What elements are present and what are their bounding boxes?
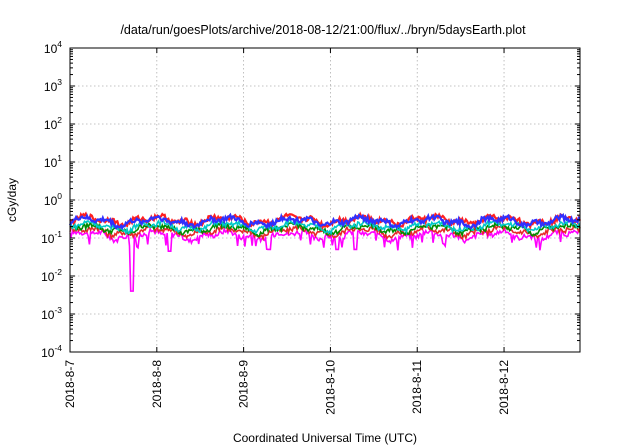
x-tick-label: 2018-8-11 xyxy=(410,360,424,414)
chart-title: /data/run/goesPlots/archive/2018-08-12/2… xyxy=(120,23,526,37)
y-tick-label: 103 xyxy=(44,77,62,94)
series-line xyxy=(69,226,581,292)
series-line xyxy=(69,211,582,231)
y-axis-ticks: 10-4 10-3 10-2 10-1 100 101 102 103 104 xyxy=(41,39,580,360)
x-tick-label: 2018-8-8 xyxy=(150,360,164,408)
y-tick-label: 104 xyxy=(44,39,62,56)
y-tick-label: 101 xyxy=(44,153,62,170)
x-tick-label: 2018-8-9 xyxy=(237,360,251,408)
y-tick-label: 10-4 xyxy=(41,343,62,360)
x-tick-label: 2018-8-10 xyxy=(323,360,337,415)
x-axis-label: Coordinated Universal Time (UTC) xyxy=(233,431,417,445)
y-axis-label: cGy/day xyxy=(5,178,19,222)
y-tick-label: 10-3 xyxy=(41,305,62,322)
x-axis-ticks: 2018-8-7 2018-8-8 2018-8-9 2018-8-10 2018-8-… xyxy=(63,48,511,415)
series-line xyxy=(68,212,581,231)
y-tick-label: 100 xyxy=(44,191,62,208)
x-tick-label: 2018-8-7 xyxy=(63,360,77,408)
y-tick-label: 10-2 xyxy=(41,267,62,284)
x-tick-label: 2018-8-12 xyxy=(497,360,511,415)
y-tick-label: 10-1 xyxy=(41,229,62,246)
series-layer xyxy=(68,211,582,292)
y-tick-label: 102 xyxy=(44,115,62,132)
grid-layer xyxy=(70,48,580,352)
